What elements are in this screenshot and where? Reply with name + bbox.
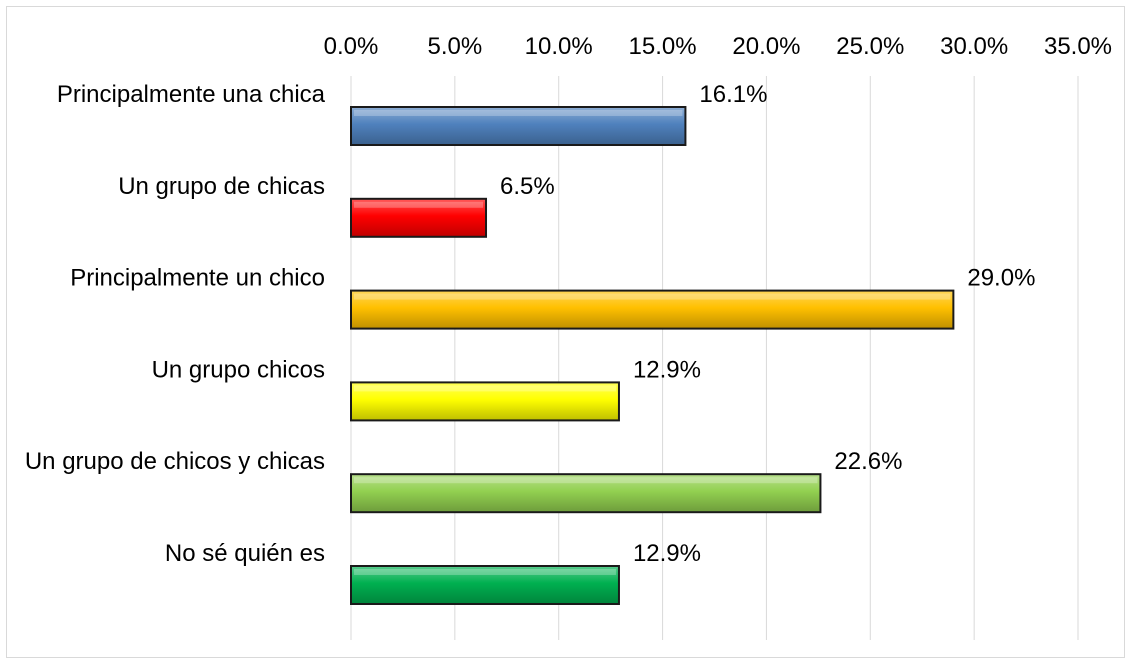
x-tick-label: 10.0% (525, 33, 593, 60)
bar-highlight (354, 293, 951, 300)
data-label: 12.9% (633, 540, 701, 567)
category-labels: Principalmente una chica Un grupo de chic… (25, 81, 326, 567)
category-label: Un grupo de chicas (118, 173, 325, 200)
x-tick-label: 20.0% (732, 33, 800, 60)
x-tick-label: 25.0% (836, 33, 904, 60)
bar (350, 473, 822, 514)
data-label: 16.1% (699, 81, 767, 108)
bar-highlight (354, 477, 818, 484)
bar (350, 197, 488, 238)
bar-highlight (354, 110, 683, 116)
x-axis-tick-labels: 0.0% 5.0% 10.0% 15.0% 20.0% 25.0% 30.0% 35.0% (324, 33, 1112, 60)
category-label: No sé quién es (165, 540, 325, 567)
x-tick-label: 5.0% (428, 33, 483, 60)
bar (350, 565, 620, 605)
bar-highlight (354, 201, 484, 208)
bar-highlight (354, 569, 616, 575)
bars (350, 106, 955, 605)
bar (350, 381, 620, 422)
bar (350, 289, 955, 330)
x-tick-label: 35.0% (1044, 33, 1112, 60)
x-tick-label: 0.0% (324, 33, 379, 60)
category-label: Principalmente una chica (57, 81, 326, 108)
category-label: Un grupo de chicos y chicas (25, 448, 325, 475)
bar (350, 106, 687, 146)
x-tick-label: 15.0% (629, 33, 697, 60)
data-labels: 16.1% 6.5% 29.0% 12.9% 22.6% 12.9% (500, 81, 1035, 567)
gridlines (350, 76, 1079, 640)
data-label: 22.6% (834, 448, 902, 475)
x-tick-label: 30.0% (940, 33, 1008, 60)
data-label: 12.9% (633, 356, 701, 383)
data-label: 6.5% (500, 173, 555, 200)
data-label: 29.0% (967, 265, 1035, 292)
category-label: Principalmente un chico (70, 265, 325, 292)
bar-highlight (354, 385, 616, 392)
category-label: Un grupo chicos (152, 356, 325, 383)
